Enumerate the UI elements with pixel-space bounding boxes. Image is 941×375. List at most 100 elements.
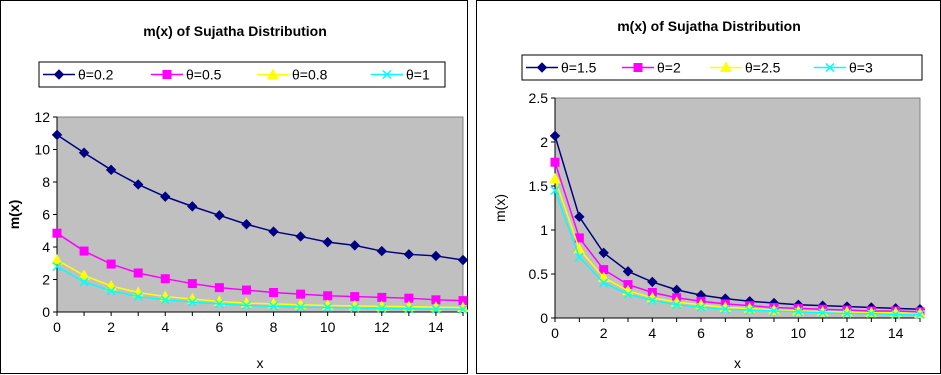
data-point — [816, 305, 829, 317]
data-point — [574, 211, 585, 223]
x-tick-label: 8 — [746, 325, 754, 341]
data-point — [214, 210, 225, 221]
chart-right: m(x) of Sujatha Distribution θ=1.5 θ=2 θ=2.… — [492, 18, 926, 371]
series-line-3 — [56, 259, 464, 309]
legend-label: θ=3 — [849, 60, 873, 76]
data-point — [915, 309, 925, 320]
data-point — [269, 301, 279, 311]
y-tick-label: 8 — [42, 174, 50, 190]
chart-left: m(x) of Sujatha Distribution θ=0.2 θ=0.5 θ=… — [6, 23, 469, 371]
x-axis-label: x — [734, 355, 741, 371]
x-tick-label: 14 — [888, 325, 904, 341]
data-point — [322, 236, 333, 248]
data-point — [269, 288, 279, 297]
data-point — [458, 304, 468, 314]
data-point — [377, 292, 387, 302]
data-point — [598, 247, 609, 259]
data-point — [622, 266, 634, 277]
x-tick-label: 12 — [839, 325, 855, 341]
data-point — [549, 130, 561, 142]
legend-label: θ=1.5 — [561, 60, 597, 76]
data-point — [52, 228, 62, 238]
data-point — [295, 231, 306, 242]
x-tick-label: 14 — [428, 319, 444, 335]
legend-marker — [53, 69, 65, 80]
data-point — [296, 302, 306, 312]
x-tick-label: 6 — [216, 319, 224, 335]
data-point — [133, 268, 143, 278]
legend-marker — [162, 70, 172, 79]
series-line-2 — [56, 232, 464, 302]
data-point — [51, 253, 63, 265]
data-point — [106, 286, 116, 296]
data-point — [865, 306, 878, 318]
data-point — [241, 219, 252, 230]
data-point — [457, 254, 469, 266]
series-line-3 — [554, 178, 921, 315]
data-point — [79, 246, 89, 256]
legend-marker — [382, 69, 392, 80]
data-point — [52, 261, 62, 272]
x-tick-label: 10 — [320, 319, 336, 335]
data-point — [160, 274, 170, 284]
data-point — [818, 308, 828, 318]
series-line-1 — [56, 134, 464, 261]
series-line-2 — [554, 162, 921, 313]
y-tick-label: 10 — [34, 142, 50, 158]
data-point — [160, 191, 171, 202]
series-line-1 — [554, 135, 921, 310]
data-point — [431, 304, 441, 314]
y-tick-label: 1 — [540, 222, 548, 238]
data-point — [550, 157, 560, 167]
data-point — [133, 292, 143, 302]
data-point — [323, 291, 333, 301]
data-point — [78, 269, 90, 280]
x-axis-label: x — [257, 355, 264, 371]
data-point — [376, 245, 388, 257]
data-point — [769, 306, 779, 316]
data-point — [623, 289, 633, 299]
data-point — [745, 305, 755, 315]
series-line-4 — [56, 265, 464, 310]
legend-marker — [633, 63, 643, 72]
data-point — [187, 201, 198, 212]
data-point — [350, 292, 360, 302]
y-tick-label: 4 — [42, 239, 50, 255]
chart-title: m(x) of Sujatha Distribution — [617, 18, 801, 34]
data-point — [914, 307, 926, 319]
data-point — [51, 129, 63, 141]
x-tick-label: 2 — [600, 325, 608, 341]
legend-label: θ=0.5 — [186, 67, 222, 83]
data-point — [672, 300, 682, 310]
data-point — [550, 185, 560, 195]
data-point — [599, 278, 609, 288]
legend-label: θ=1 — [406, 67, 430, 83]
data-point — [793, 307, 803, 317]
data-point — [350, 303, 360, 313]
legend-box — [521, 54, 923, 81]
data-point — [549, 172, 561, 184]
x-tick-label: 6 — [697, 325, 705, 341]
data-point — [891, 309, 901, 320]
data-point — [792, 304, 805, 316]
y-tick-label: 0 — [540, 310, 548, 326]
data-point — [647, 295, 657, 305]
data-point — [296, 289, 306, 299]
x-tick-label: 0 — [53, 319, 61, 335]
x-tick-label: 12 — [374, 319, 390, 335]
chart-title: m(x) of Sujatha Distribution — [143, 23, 327, 39]
data-point — [430, 250, 442, 262]
data-point — [574, 252, 584, 262]
data-point — [241, 300, 251, 311]
legend-marker — [720, 61, 732, 72]
x-tick-label: 0 — [551, 325, 559, 341]
chart-panel-left: m(x) of Sujatha Distribution θ=0.2 θ=0.5 θ=… — [0, 0, 469, 374]
legend-label: θ=2.5 — [745, 60, 781, 76]
data-point — [214, 299, 224, 309]
x-tick-label: 2 — [107, 319, 115, 335]
data-point — [187, 297, 197, 307]
data-point — [696, 302, 706, 312]
y-tick-label: 0.5 — [529, 266, 549, 282]
y-tick-label: 0 — [42, 304, 50, 320]
data-point — [377, 303, 387, 313]
